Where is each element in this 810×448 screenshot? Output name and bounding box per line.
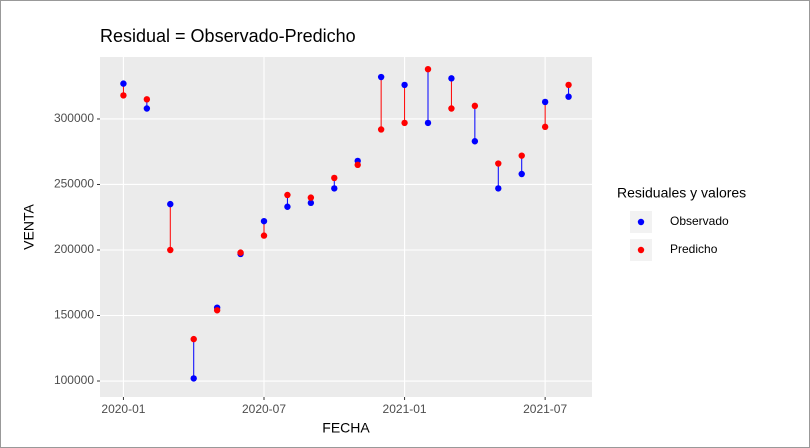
x-tick-label: 2021-07 bbox=[523, 402, 567, 416]
point bbox=[377, 73, 385, 81]
x-tick-label: 2021-01 bbox=[383, 402, 427, 416]
point bbox=[377, 126, 385, 133]
y-tick-label: 150000 bbox=[54, 308, 94, 322]
point bbox=[190, 335, 197, 343]
point bbox=[448, 75, 455, 82]
point bbox=[284, 203, 291, 210]
legend-title: Residuales y valores bbox=[617, 185, 746, 201]
y-tick-label: 200000 bbox=[54, 242, 94, 256]
panel bbox=[100, 57, 592, 397]
y-axis-title: VENTA bbox=[21, 204, 37, 250]
point bbox=[143, 105, 151, 112]
point bbox=[237, 249, 244, 256]
point bbox=[495, 185, 502, 192]
point bbox=[541, 98, 549, 106]
point bbox=[448, 105, 455, 112]
point bbox=[471, 102, 479, 110]
y-tick-label: 250000 bbox=[54, 177, 94, 191]
legend-label: Observado bbox=[670, 214, 729, 228]
x-tick-label: 2020-01 bbox=[101, 402, 145, 416]
legend-label: Predicho bbox=[670, 242, 718, 256]
x-tick-label: 2020-07 bbox=[242, 402, 286, 416]
point bbox=[424, 65, 432, 73]
x-axis-title: FECHA bbox=[322, 420, 370, 436]
point bbox=[143, 96, 151, 103]
point bbox=[331, 174, 338, 182]
point bbox=[331, 185, 338, 192]
point bbox=[307, 199, 315, 207]
point bbox=[167, 246, 174, 254]
legend-marker bbox=[637, 246, 645, 254]
point bbox=[541, 123, 549, 131]
y-tick-label: 300000 bbox=[54, 111, 94, 125]
point bbox=[495, 160, 502, 167]
point bbox=[565, 93, 572, 100]
point bbox=[565, 81, 572, 89]
point bbox=[401, 119, 408, 127]
point bbox=[518, 152, 525, 159]
point bbox=[424, 119, 432, 127]
chart-title: Residual = Observado-Predicho bbox=[100, 26, 356, 46]
point bbox=[120, 92, 127, 99]
point bbox=[167, 200, 174, 208]
point bbox=[190, 375, 197, 382]
point bbox=[284, 191, 291, 199]
point bbox=[260, 232, 268, 239]
point bbox=[471, 138, 479, 145]
point bbox=[260, 217, 268, 225]
point bbox=[354, 161, 361, 169]
point bbox=[120, 80, 127, 87]
point bbox=[518, 170, 525, 178]
point bbox=[213, 307, 221, 314]
legend-marker bbox=[637, 218, 645, 226]
y-tick-label: 100000 bbox=[54, 373, 94, 387]
point bbox=[401, 81, 408, 89]
point bbox=[307, 194, 315, 201]
